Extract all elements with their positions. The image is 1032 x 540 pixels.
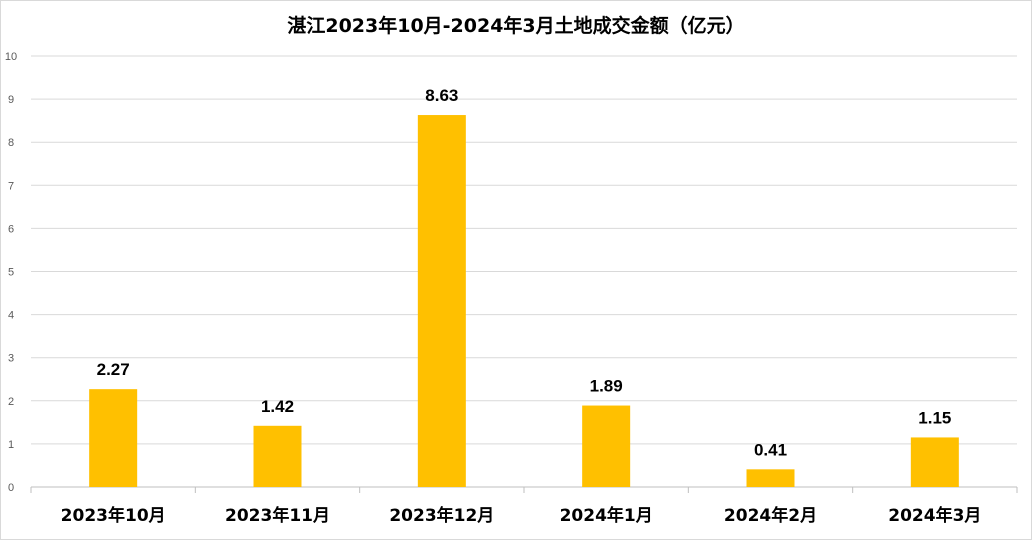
x-tick-label: 2024年1月 [560, 505, 653, 526]
x-tick-label: 2024年3月 [888, 505, 981, 526]
bar [89, 389, 138, 487]
data-label: 1.42 [261, 397, 294, 416]
bar [417, 115, 466, 487]
y-tick-label: 6 [8, 223, 14, 235]
y-tick-label: 9 [8, 94, 14, 106]
x-tick-label: 2023年12月 [389, 505, 494, 526]
x-tick-label: 2023年11月 [225, 505, 330, 526]
y-tick-label: 1 [8, 439, 14, 451]
y-tick-label: 4 [8, 310, 14, 322]
bar [910, 437, 959, 487]
y-tick-label: 8 [8, 137, 14, 149]
y-tick-label: 2 [8, 396, 14, 408]
data-label: 0.41 [754, 440, 787, 459]
data-label: 1.15 [918, 408, 951, 427]
data-label: 1.89 [590, 377, 623, 396]
bar [582, 405, 631, 487]
y-tick-label: 7 [8, 180, 14, 192]
data-label: 8.63 [425, 86, 458, 105]
bar [746, 469, 795, 487]
x-tick-label: 2024年2月 [724, 505, 817, 526]
chart-title: 湛江2023年10月-2024年3月土地成交金额（亿元） [287, 15, 745, 37]
y-tick-label: 10 [5, 51, 17, 63]
data-label: 2.27 [97, 360, 130, 379]
bar [253, 425, 302, 487]
y-tick-label: 0 [8, 482, 14, 494]
y-tick-label: 5 [8, 267, 14, 279]
x-tick-label: 2023年10月 [61, 505, 166, 526]
y-tick-label: 3 [8, 353, 14, 365]
